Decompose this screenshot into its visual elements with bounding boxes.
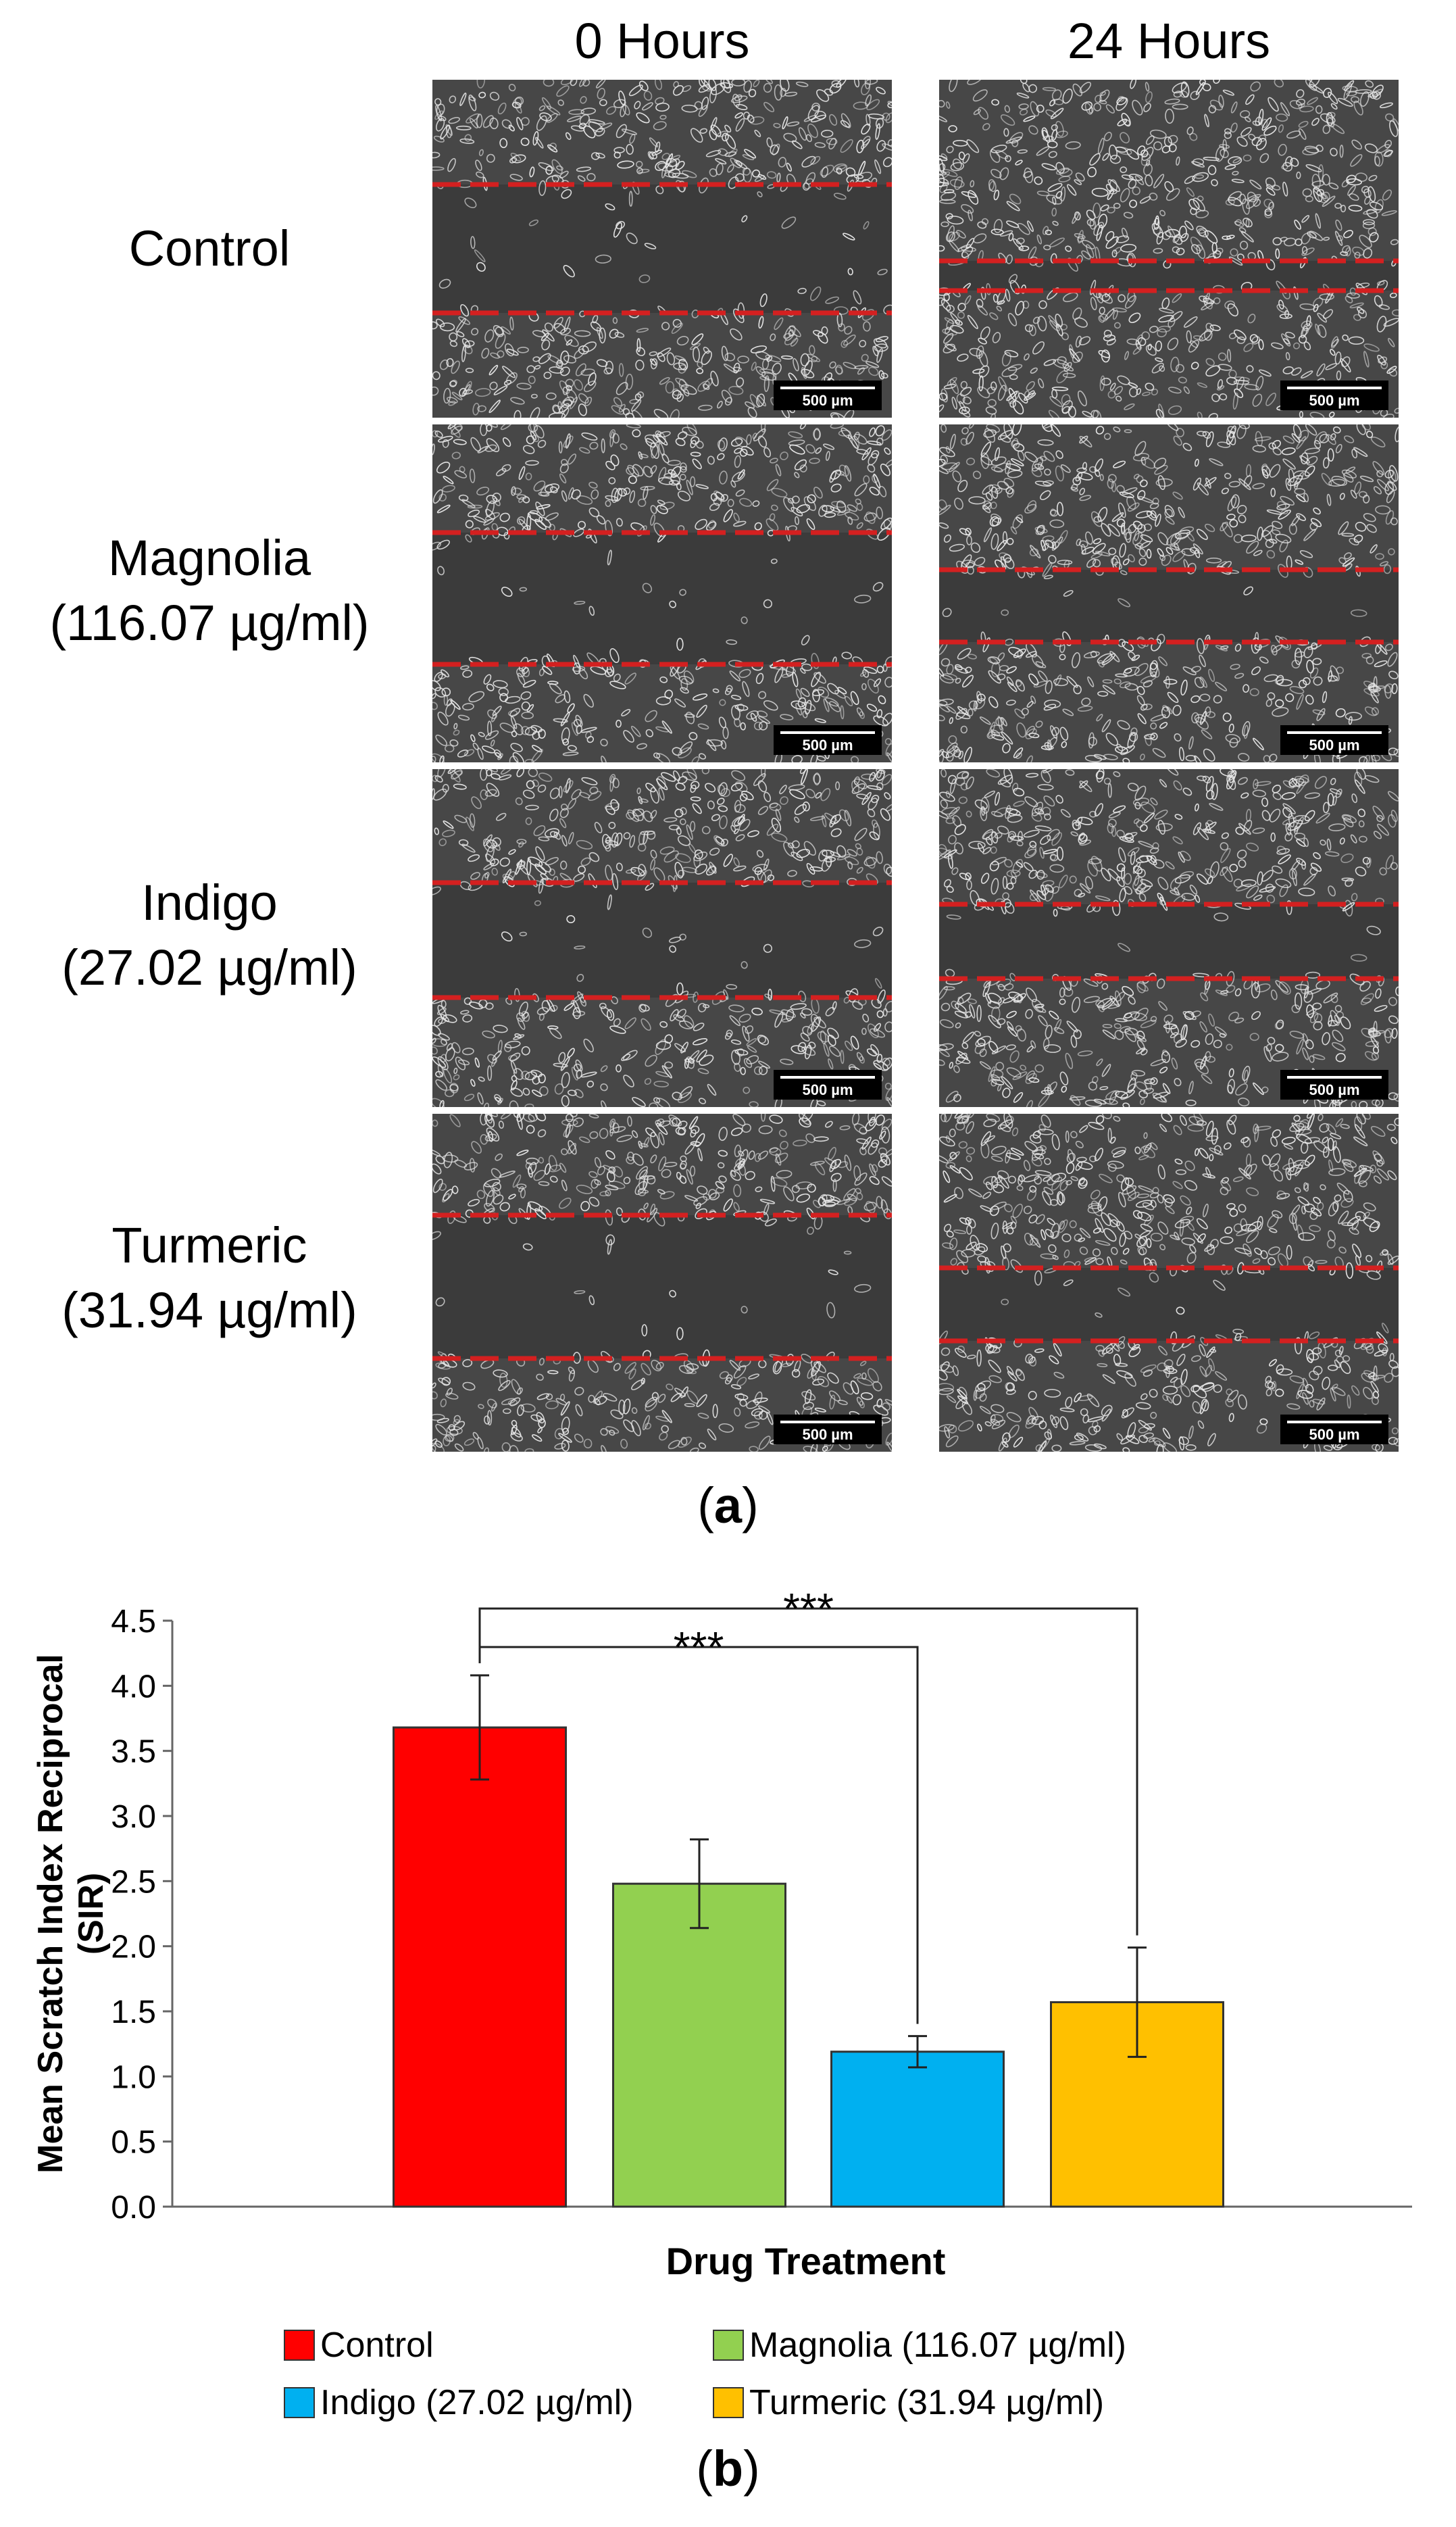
micrograph-3-0: 500 µm xyxy=(432,1114,892,1452)
bar-chart: 0.0 0.5 1.0 1.5 2.0 2.5 3.0 3.5 4.0 4.5 Mean Scrat… xyxy=(31,1584,1412,2282)
panel-a-caption: (a) xyxy=(697,1477,759,1534)
row-label-line2: (27.02 µg/ml) xyxy=(61,939,357,996)
scale-bar-box xyxy=(1280,1415,1388,1444)
scale-bar-box xyxy=(1280,1070,1388,1100)
legend-magnolia: Magnolia (116.07 µg/ml) xyxy=(713,2325,1126,2365)
row-label-line1: Turmeric xyxy=(111,1217,307,1273)
panel-b-caption: (b) xyxy=(696,2440,760,2497)
scale-bar-box xyxy=(1280,725,1388,755)
y-tick-label: 1.5 xyxy=(111,1994,156,2030)
scale-bar-label: 500 µm xyxy=(802,392,853,409)
y-tick-label: 0.5 xyxy=(111,2125,156,2161)
scale-bar-label: 500 µm xyxy=(802,1081,853,1098)
significance-bracket-1 xyxy=(478,1607,1138,1936)
micrograph-0-1: 500 µm xyxy=(939,80,1399,418)
bar-1 xyxy=(612,1882,786,2208)
micrograph-2-1: 500 µm xyxy=(939,769,1399,1107)
y-tick-label: 3.5 xyxy=(111,1734,156,1770)
scale-bar-label: 500 µm xyxy=(1309,392,1359,409)
y-tick-label: 2.5 xyxy=(111,1864,156,1900)
caption-letter: a xyxy=(713,1477,743,1534)
legend-label: Indigo (27.02 µg/ml) xyxy=(320,2383,634,2422)
legend-swatch-turmeric xyxy=(713,2387,744,2418)
row-label-line1: Indigo xyxy=(141,875,278,931)
legend-swatch-indigo xyxy=(284,2387,315,2418)
scale-bar-label: 500 µm xyxy=(802,1426,853,1443)
row-label-magnolia: Magnolia (116.07 µg/ml) xyxy=(20,526,399,656)
scale-bar-box xyxy=(774,725,882,755)
column-header-0h: 0 Hours xyxy=(574,13,750,69)
y-tick-label: 2.0 xyxy=(111,1930,156,1965)
micrograph-2-0: 500 µm xyxy=(432,769,892,1107)
bar-2 xyxy=(830,2051,1005,2208)
legend-swatch-control xyxy=(284,2330,315,2361)
row-label-line1: Magnolia xyxy=(107,530,311,586)
scale-bar-box xyxy=(774,1415,882,1444)
legend-label: Control xyxy=(320,2326,434,2365)
y-axis-label-line2: (SIR) xyxy=(72,1873,111,1955)
caption-letter: b xyxy=(712,2440,744,2497)
y-tick-label: 4.5 xyxy=(111,1604,156,1640)
row-label-line2: (31.94 µg/ml) xyxy=(61,1282,357,1338)
bar-0 xyxy=(393,1726,567,2208)
y-axis-label: Mean Scratch Index Reciprocal xyxy=(31,1654,70,2174)
row-label-line1: Control xyxy=(128,220,291,276)
y-tick-label: 1.0 xyxy=(111,2059,156,2095)
legend-swatch-magnolia xyxy=(713,2330,744,2361)
scale-bar-box xyxy=(774,381,882,410)
micrograph-1-0: 500 µm xyxy=(432,424,892,762)
scale-bar-label: 500 µm xyxy=(1309,1426,1359,1443)
micrograph-3-1: 500 µm xyxy=(939,1114,1399,1452)
micrograph-1-1: 500 µm xyxy=(939,424,1399,762)
legend-label: Turmeric (31.94 µg/ml) xyxy=(749,2383,1105,2422)
row-label-control: Control xyxy=(20,216,399,281)
x-axis-label: Drug Treatment xyxy=(666,2240,946,2282)
scale-bar-label: 500 µm xyxy=(802,737,853,754)
scale-bar-label: 500 µm xyxy=(1309,737,1359,754)
legend-label: Magnolia (116.07 µg/ml) xyxy=(749,2326,1126,2365)
row-label-indigo: Indigo (27.02 µg/ml) xyxy=(20,870,399,1000)
legend-control: Control xyxy=(284,2325,434,2365)
micrograph-0-0: 500 µm xyxy=(432,80,892,418)
significance-label-1: *** xyxy=(783,1584,834,1633)
legend-turmeric: Turmeric (31.94 µg/ml) xyxy=(713,2382,1104,2423)
y-tick-label: 0.0 xyxy=(111,2190,156,2226)
row-label-line2: (116.07 µg/ml) xyxy=(49,595,370,651)
legend-indigo: Indigo (27.02 µg/ml) xyxy=(284,2382,634,2423)
scale-bar-box xyxy=(774,1070,882,1100)
column-header-24h: 24 Hours xyxy=(1067,13,1271,69)
y-tick-label: 3.0 xyxy=(111,1799,156,1835)
y-tick-label: 4.0 xyxy=(111,1669,156,1704)
row-label-turmeric: Turmeric (31.94 µg/ml) xyxy=(20,1213,399,1343)
scale-bar-label: 500 µm xyxy=(1309,1081,1359,1098)
significance-label-0: *** xyxy=(674,1623,724,1671)
scale-bar-box xyxy=(1280,381,1388,410)
